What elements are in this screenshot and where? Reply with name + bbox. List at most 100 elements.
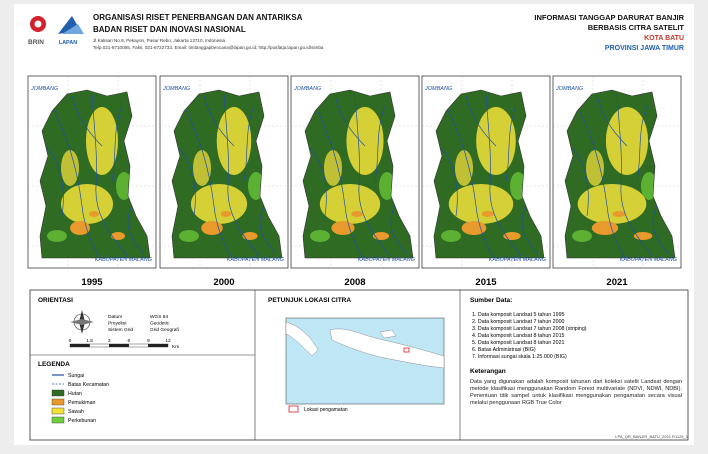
address: Jl.Kalisari No.8, Pekayon, Pasar Rebo, J…: [93, 38, 225, 43]
north-label: JOMBANG: [424, 86, 453, 92]
river: [354, 93, 391, 257]
paddy: [216, 107, 252, 175]
plantation: [179, 230, 199, 242]
paddy: [476, 107, 516, 175]
brin-label: BRIN: [28, 39, 44, 46]
boundary: [433, 89, 545, 259]
agency-name: BADAN RISET DAN INOVASI NASIONAL: [93, 25, 246, 34]
scale-segment: [108, 343, 129, 348]
map-year: 2008: [344, 277, 365, 288]
settlement: [351, 211, 363, 217]
contact: Telp.021-8710065, Faks. 021-8722733. Ema…: [93, 45, 324, 50]
settlement: [481, 211, 495, 217]
legend-heading: LEGENDA: [38, 361, 70, 368]
river: [111, 105, 123, 182]
river: [51, 105, 103, 258]
paddy: [86, 107, 118, 175]
source-item: 6. Batas Administrasi (BIG): [472, 347, 536, 353]
boundary: [171, 89, 283, 259]
river: [43, 145, 64, 217]
field-name: Sistem Grid: [108, 327, 133, 333]
north-label: JOMBANG: [555, 86, 584, 92]
south-label: KABUPATEN MALANG: [227, 257, 285, 263]
legend-swatch: [51, 416, 65, 424]
footer-code: LPA_QR_BANJIR_BATU_2021 R1125_1: [615, 434, 688, 439]
orientation-fields: Datum WGS 84 Proyeksi Geodetic Sistem Grid Gr…: [108, 314, 179, 333]
settlement: [331, 221, 355, 235]
source-item: 3. Data komposit Landsat 7 tahun 2008 (s…: [472, 326, 587, 332]
scale-label: 9: [147, 338, 150, 344]
source-item: 2. Data komposit Landsat 7 tahun 2000: [472, 319, 565, 325]
river: [576, 105, 628, 258]
river: [652, 205, 670, 255]
lapan-label: LAPAN: [59, 40, 78, 46]
river: [175, 145, 196, 217]
south-label: KABUPATEN MALANG: [489, 257, 547, 263]
paddy: [193, 150, 211, 186]
source-item: 4. Data komposit Landsat 8 tahun 2015: [472, 333, 565, 339]
plantation: [441, 230, 461, 242]
river: [259, 205, 277, 255]
river: [616, 93, 653, 257]
province: PROVINSI JAWA TIMUR: [605, 45, 684, 52]
field-value: WGS 84: [150, 314, 168, 320]
legend-label: Batas Kecamatan: [68, 382, 109, 388]
paddy: [455, 150, 473, 186]
map-year: 2021: [606, 277, 628, 288]
location-marker: [288, 405, 299, 413]
orientation-heading: ORIENTASI: [38, 297, 73, 304]
source-item: 7. Informasi sungai skala 1:25.000 (BIG): [472, 354, 567, 360]
sources-list: 1. Data komposit Landsat 5 tahun 19952. …: [472, 312, 587, 360]
south-label: KABUPATEN MALANG: [358, 257, 416, 263]
river: [127, 205, 145, 255]
paddy: [605, 107, 649, 175]
river: [445, 105, 497, 258]
location-inset: [285, 317, 445, 405]
plantation: [572, 230, 592, 242]
river: [505, 105, 517, 182]
plantation: [47, 230, 67, 242]
location-heading: PETUNJUK LOKASI CITRA: [268, 297, 351, 304]
field-value: Grid Geografi: [150, 327, 179, 333]
legend-swatch: [51, 389, 65, 397]
title-line-1: INFORMASI TANGGAP DARURAT BANJIR: [534, 13, 684, 22]
boundary: [564, 89, 676, 259]
river: [568, 145, 589, 217]
paddy: [577, 184, 647, 224]
map-year: 2000: [213, 277, 234, 288]
legend-label: Hutan: [68, 391, 82, 397]
river: [390, 205, 408, 255]
scale-label: 6: [127, 338, 130, 344]
settlement: [461, 221, 487, 235]
river: [243, 105, 255, 182]
org-name: ORGANISASI RISET PENERBANGAN DAN ANTARIK…: [93, 13, 303, 22]
river: [91, 93, 128, 257]
settlement: [633, 232, 653, 240]
river: [521, 205, 539, 255]
notes-text: Data yang digunakan adalah komposit tahu…: [470, 379, 682, 406]
settlement: [70, 221, 90, 235]
river: [465, 95, 497, 147]
south-label: KABUPATEN MALANG: [95, 257, 153, 263]
map-series: JOMBANG KABUPATEN MALANG 1995 JOMBANG KABUPA…: [27, 75, 682, 288]
brin-logo: BRIN: [28, 16, 46, 46]
legend-label: Sungai: [68, 373, 84, 379]
river: [437, 145, 458, 217]
river: [485, 93, 522, 257]
north-arrow: [70, 310, 94, 334]
boundary: [39, 89, 151, 259]
source-item: 5. Data komposit Landsat 8 tahun 2021: [472, 340, 565, 346]
north-label: JOMBANG: [293, 86, 322, 92]
settlement: [612, 211, 626, 217]
river: [314, 105, 366, 258]
land-cover-map: [171, 89, 283, 259]
scale-segment: [69, 343, 90, 348]
settlement: [89, 211, 99, 217]
legend-label: Perkebunan: [68, 418, 96, 424]
paddy: [190, 184, 248, 224]
lapan-logo: LAPAN: [58, 16, 84, 46]
river: [203, 95, 235, 147]
settlement: [242, 232, 258, 240]
